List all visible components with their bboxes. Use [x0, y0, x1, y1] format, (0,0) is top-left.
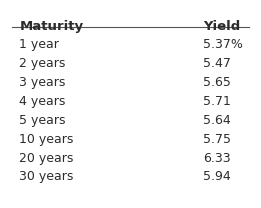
Text: 2 years: 2 years	[20, 57, 66, 70]
Text: 5 years: 5 years	[20, 114, 66, 127]
Text: Yield: Yield	[203, 20, 240, 33]
Text: 30 years: 30 years	[20, 171, 74, 183]
Text: 10 years: 10 years	[20, 133, 74, 146]
Text: 5.64: 5.64	[203, 114, 230, 127]
Text: 5.37%: 5.37%	[203, 38, 243, 51]
Text: 5.47: 5.47	[203, 57, 231, 70]
Text: 1 year: 1 year	[20, 38, 59, 51]
Text: 5.75: 5.75	[203, 133, 231, 146]
Text: 5.94: 5.94	[203, 171, 230, 183]
Text: 6.33: 6.33	[203, 152, 230, 165]
Text: 5.65: 5.65	[203, 76, 231, 89]
Text: 4 years: 4 years	[20, 95, 66, 108]
Text: 5.71: 5.71	[203, 95, 231, 108]
Text: Maturity: Maturity	[20, 20, 84, 33]
Text: 3 years: 3 years	[20, 76, 66, 89]
Text: 20 years: 20 years	[20, 152, 74, 165]
